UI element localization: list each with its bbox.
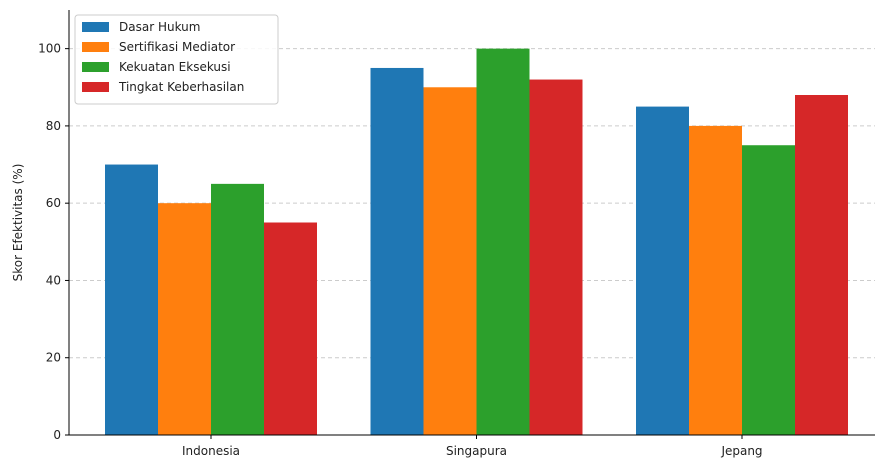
x-tick-label-jepang: Jepang (720, 444, 762, 458)
bar-jepang-series-1 (636, 106, 689, 435)
bars (105, 48, 848, 436)
legend-label-3: Kekuatan Eksekusi (119, 60, 231, 74)
y-tick-label-60: 60 (46, 196, 61, 210)
bar-indonesia-series-2 (158, 203, 211, 435)
legend-swatch-1 (82, 22, 109, 32)
bar-indonesia-series-1 (105, 164, 158, 435)
legend-frame (74, 14, 279, 105)
bar-jepang-series-3 (742, 145, 795, 435)
x-tick-label-indonesia: Indonesia (182, 444, 240, 458)
y-tick-label-20: 20 (46, 351, 61, 365)
legend-swatch-2 (82, 42, 109, 52)
legend-label-4: Tingkat Keberhasilan (118, 80, 244, 94)
legend: Dasar Hukum Sertifikasi Mediator Kekuatan … (74, 14, 279, 105)
bar-jepang-series-2 (689, 125, 742, 435)
bar-singapura-series-4 (529, 79, 583, 435)
ticks: 0 20 40 60 80 100 Indonesia Singapura Jepang (38, 42, 762, 458)
bar-indonesia-series-3 (211, 183, 264, 435)
bar-singapura-series-2 (423, 87, 477, 435)
y-tick-label-80: 80 (46, 119, 61, 133)
axes (68, 10, 875, 436)
x-tick-label-singapura: Singapura (446, 444, 507, 458)
bar-singapura-series-1 (370, 67, 424, 436)
y-tick-label-100: 100 (38, 42, 61, 56)
bar-indonesia-series-4 (264, 222, 317, 435)
legend-label-2: Sertifikasi Mediator (119, 40, 235, 54)
y-tick-label-0: 0 (53, 428, 61, 442)
legend-swatch-4 (82, 82, 109, 92)
bar-singapura-series-3 (476, 48, 530, 436)
y-axis-label: Skor Efektivitas (%) (11, 164, 25, 282)
bar-jepang-series-4 (795, 95, 848, 435)
legend-label-1: Dasar Hukum (119, 20, 200, 34)
legend-swatch-3 (82, 62, 109, 72)
y-tick-label-40: 40 (46, 273, 61, 287)
